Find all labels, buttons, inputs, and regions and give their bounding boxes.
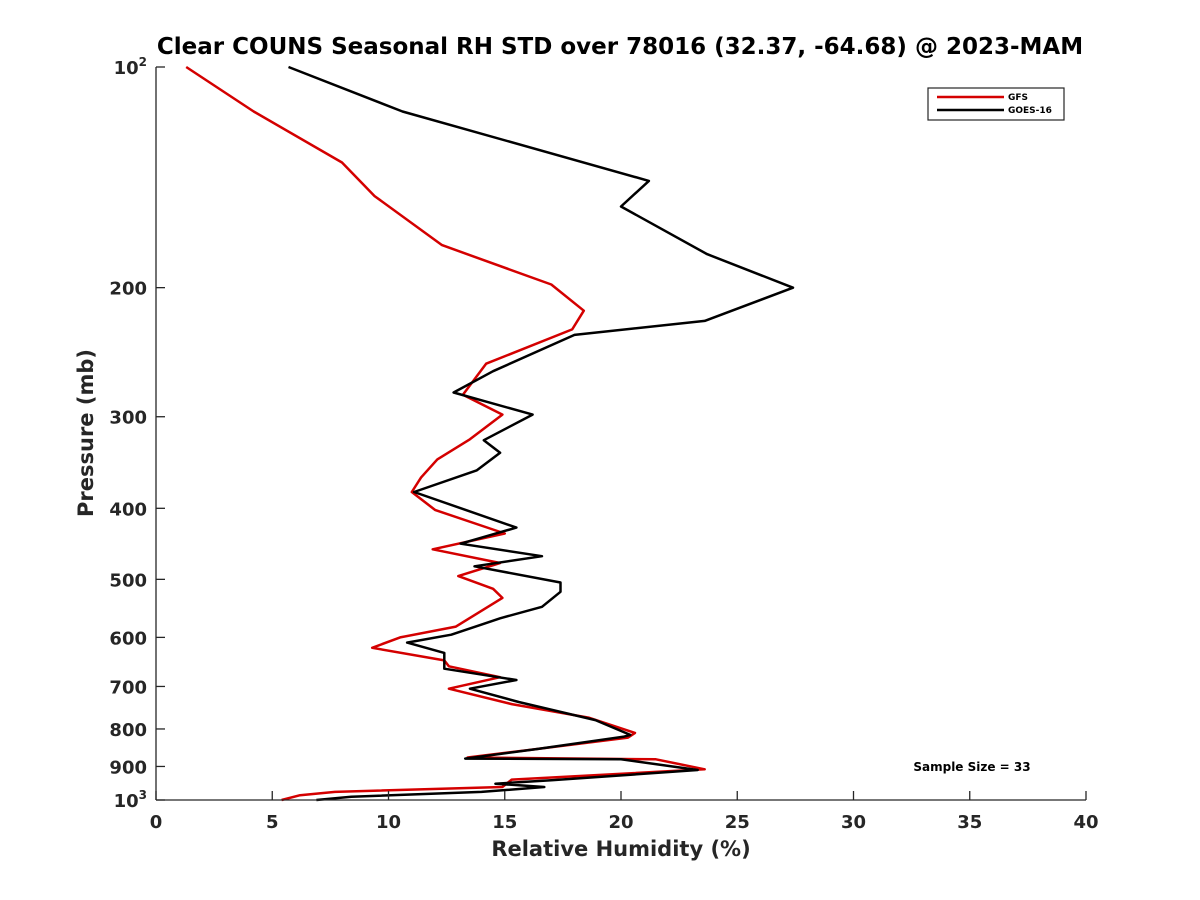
y-tick-label: 300	[109, 408, 147, 429]
x-tick-label: 10	[376, 812, 401, 833]
x-ticks: 0 5 10 15 20 25 30 35 40	[150, 791, 1099, 833]
legend: GFS GOES-16	[927, 87, 1065, 121]
chart-title: Clear COUNS Seasonal RH STD over 78016 (…	[157, 34, 1083, 60]
x-tick-label: 20	[608, 812, 633, 833]
x-tick-label: 25	[725, 812, 750, 833]
legend-label-gfs: GFS	[1008, 93, 1028, 103]
y-tick-label: 700	[109, 677, 147, 698]
x-tick-label: 40	[1073, 812, 1098, 833]
y-tick-label: 200	[109, 279, 147, 300]
y-tick-label: 800	[109, 720, 147, 741]
y-tick-label: 900	[109, 757, 147, 778]
legend-box	[927, 87, 1065, 121]
x-axis-label: Relative Humidity (%)	[491, 837, 750, 861]
x-tick-label: 30	[841, 812, 866, 833]
x-tick-label: 5	[266, 812, 279, 833]
series-lines	[185, 65, 795, 802]
series-line-gfs	[185, 65, 706, 802]
series-line-goes16	[288, 65, 795, 802]
y-tick-label: 600	[109, 628, 147, 649]
y-tick-label: 102	[114, 55, 147, 79]
sample-size-annotation: Sample Size = 33	[913, 760, 1030, 774]
y-tick-label: 400	[109, 499, 147, 520]
x-tick-label: 0	[150, 812, 163, 833]
y-ticks: 102 200 300 400 500 600 700 800 900 103	[109, 55, 165, 812]
x-tick-label: 35	[957, 812, 982, 833]
y-axis-label: Pressure (mb)	[74, 349, 98, 517]
axes	[155, 67, 1086, 801]
y-tick-label: 500	[109, 570, 147, 591]
x-tick-label: 15	[492, 812, 517, 833]
y-tick-label: 103	[114, 788, 147, 812]
legend-label-goes16: GOES-16	[1008, 106, 1052, 116]
